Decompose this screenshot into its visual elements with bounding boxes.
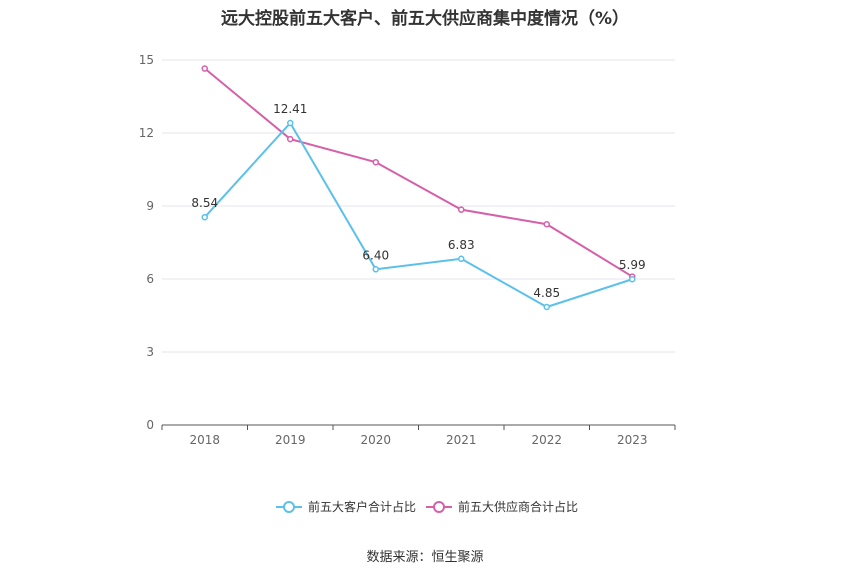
data-label: 4.85 (533, 286, 560, 300)
series-line-1 (204, 67, 633, 278)
x-tick-label: 2021 (446, 433, 477, 447)
y-tick-label: 6 (146, 272, 154, 286)
chart-title: 远大控股前五大客户、前五大供应商集中度情况（%） (220, 9, 630, 29)
data-label: 8.54 (191, 196, 218, 210)
data-label: 6.83 (448, 238, 475, 252)
series-layer (201, 65, 636, 311)
data-label: 12.41 (273, 102, 307, 116)
y-tick-label: 9 (146, 199, 154, 213)
data-point[interactable] (201, 65, 208, 72)
x-tick-label: 2018 (189, 433, 220, 447)
legend-item[interactable]: 前五大供应商合计占比 (426, 499, 578, 514)
x-tick-label: 2020 (360, 433, 391, 447)
y-tick-label: 12 (139, 126, 154, 140)
legend-item[interactable]: 前五大客户合计占比 (276, 499, 416, 514)
data-label: 6.40 (362, 248, 389, 262)
x-tick-label: 2019 (275, 433, 306, 447)
data-point[interactable] (201, 213, 208, 221)
data-point[interactable] (629, 275, 636, 283)
data-point[interactable] (372, 158, 379, 166)
y-tick-label: 0 (146, 418, 154, 432)
data-point[interactable] (287, 135, 294, 143)
label-layer: 8.54 12.41 6.40 6.83 4.85 5.99 (191, 102, 645, 300)
grid-layer (162, 59, 675, 353)
series-line-0 (204, 121, 633, 309)
legend-marker (433, 501, 445, 513)
legend-label: 前五大供应商合计占比 (458, 499, 578, 514)
data-label: 5.99 (619, 258, 646, 272)
source-note: 数据来源：恒生聚源 (366, 550, 484, 565)
axis-layer: 0 3 6 9 12 15 2018 2019 2020 2021 2022 2023 (139, 53, 676, 447)
x-tick-label: 2022 (531, 433, 562, 447)
legend-marker (283, 501, 295, 513)
data-point[interactable] (543, 303, 550, 311)
data-point[interactable] (458, 255, 465, 263)
data-point[interactable] (372, 266, 379, 273)
y-tick-label: 15 (139, 53, 154, 67)
x-tick-label: 2023 (617, 433, 648, 447)
data-point[interactable] (458, 206, 465, 213)
y-tick-label: 3 (146, 345, 154, 359)
data-point[interactable] (543, 221, 550, 228)
legend-label: 前五大客户合计占比 (308, 499, 416, 514)
data-point[interactable] (287, 119, 294, 127)
legend[interactable]: 前五大客户合计占比 前五大供应商合计占比 (276, 499, 578, 514)
